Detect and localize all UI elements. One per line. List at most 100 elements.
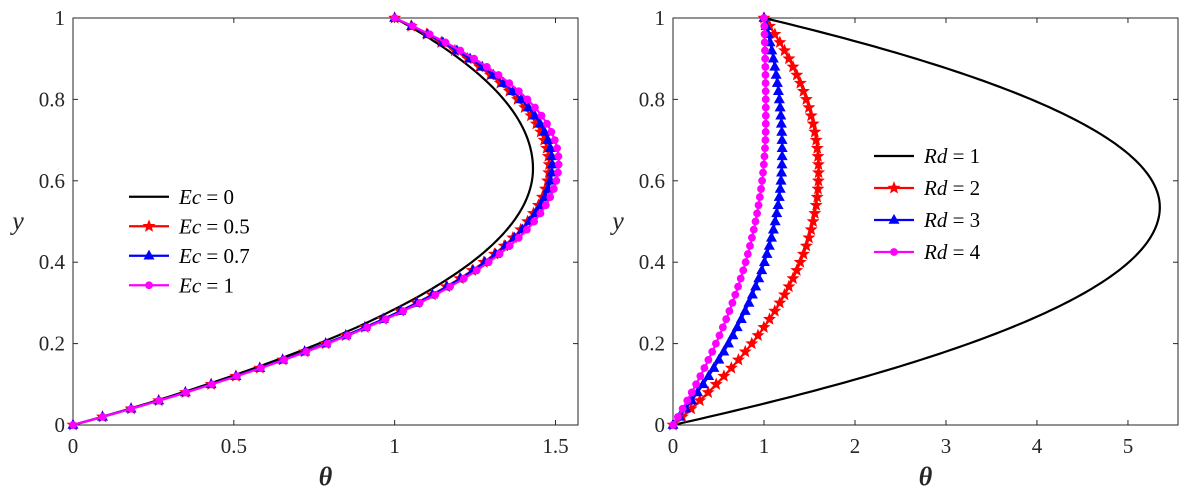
star-marker: [782, 279, 796, 293]
circle-marker: [758, 176, 766, 185]
x-tick-label: 1.5: [542, 434, 568, 458]
circle-marker: [69, 421, 77, 429]
triangle-marker: [697, 378, 709, 389]
circle-marker: [554, 160, 563, 169]
x-tick-label: 4: [1032, 434, 1043, 458]
x-tick-label: 1: [759, 434, 770, 458]
y-tick-label: 0.2: [39, 332, 65, 356]
circle-marker: [761, 79, 770, 88]
circle-marker: [760, 14, 768, 22]
star-marker: [804, 108, 818, 122]
star-marker: [142, 219, 156, 232]
y-tick-label: 0.6: [39, 169, 65, 193]
circle-marker: [761, 46, 769, 55]
circle-marker: [741, 258, 750, 267]
circle-marker: [546, 193, 555, 201]
legend-variable: Rd: [923, 176, 948, 200]
circle-marker: [704, 355, 713, 364]
triangle-marker: [771, 77, 783, 87]
legend: Rd = 1Rd = 2Rd = 3Rd = 4: [868, 140, 986, 268]
star-marker: [693, 393, 707, 407]
plot-frame: [672, 17, 1179, 426]
star-marker: [701, 385, 715, 398]
circle-marker: [761, 136, 770, 144]
circle-marker: [552, 176, 561, 185]
circle-marker: [696, 372, 705, 381]
circle-marker: [408, 22, 417, 31]
circle-marker: [757, 185, 765, 193]
star-marker: [790, 68, 804, 81]
circle-marker: [759, 160, 768, 169]
circle-marker: [523, 225, 531, 234]
legend: Ec = 0Ec = 0.5Ec = 0.7Ec = 1: [123, 182, 253, 300]
circle-marker: [208, 380, 216, 389]
star-marker: [745, 336, 759, 350]
circle-marker: [761, 111, 770, 120]
star-marker: [802, 230, 816, 244]
legend-value: = 1: [947, 144, 980, 168]
star-marker: [778, 43, 792, 57]
y-tick-label: 0.4: [39, 250, 66, 274]
legend-value: = 3: [947, 208, 980, 232]
circle-marker: [761, 128, 770, 136]
triangle-marker: [763, 239, 775, 250]
circle-marker: [890, 248, 898, 256]
circle-marker: [748, 233, 756, 242]
legend-variable: Rd: [923, 240, 948, 264]
circle-marker: [760, 38, 769, 47]
star-marker: [811, 157, 825, 171]
circle-marker: [145, 281, 153, 290]
triangle-marker: [771, 207, 783, 218]
star-marker: [773, 296, 787, 309]
star-marker: [812, 165, 826, 179]
star-marker: [786, 60, 800, 73]
star-marker: [782, 51, 796, 65]
circle-marker: [761, 87, 770, 96]
circle-marker: [523, 95, 532, 104]
y-tick-label: 0.6: [639, 169, 665, 193]
circle-marker: [711, 339, 720, 348]
triangle-marker: [775, 109, 787, 120]
circle-marker: [505, 79, 514, 88]
circle-marker: [399, 307, 408, 315]
star-marker: [809, 198, 823, 211]
legend-label: Rd = 4: [923, 240, 981, 264]
circle-marker: [749, 225, 758, 234]
star-marker: [802, 100, 816, 114]
circle-marker: [363, 323, 372, 332]
triangle-marker: [739, 304, 751, 315]
legend-label: Rd = 2: [923, 176, 980, 200]
star-marker: [804, 222, 818, 236]
triangle-marker: [546, 158, 558, 169]
circle-marker: [505, 242, 514, 250]
triangle-marker: [753, 272, 765, 283]
triangle-marker: [731, 321, 743, 332]
circle-marker: [541, 201, 550, 210]
star-marker: [768, 304, 782, 317]
circle-marker: [323, 339, 332, 348]
triangle-marker: [515, 93, 527, 104]
triangle-marker: [713, 353, 725, 364]
y-tick-label: 0.2: [639, 332, 665, 356]
triangle-marker: [769, 215, 781, 226]
triangle-marker: [772, 85, 784, 96]
star-marker: [811, 173, 825, 187]
star-marker: [763, 312, 776, 325]
legend-value: = 1: [201, 273, 234, 297]
y-axis-label: y: [9, 207, 24, 236]
circle-marker: [718, 323, 727, 332]
circle-marker: [761, 54, 770, 63]
x-tick-label: 0: [68, 434, 79, 458]
legend-value: = 0.5: [201, 214, 250, 238]
star-marker: [799, 239, 813, 252]
circle-marker: [725, 307, 734, 315]
x-tick-label: 2: [850, 434, 861, 458]
triangle-marker: [522, 101, 534, 112]
triangle-marker: [776, 133, 788, 144]
circle-marker: [441, 38, 450, 47]
circle-marker: [722, 315, 731, 324]
legend-label: Ec = 0: [178, 185, 234, 209]
circle-marker: [431, 290, 440, 299]
series-line: [672, 16, 1161, 427]
series-Rd-4: [669, 14, 770, 429]
